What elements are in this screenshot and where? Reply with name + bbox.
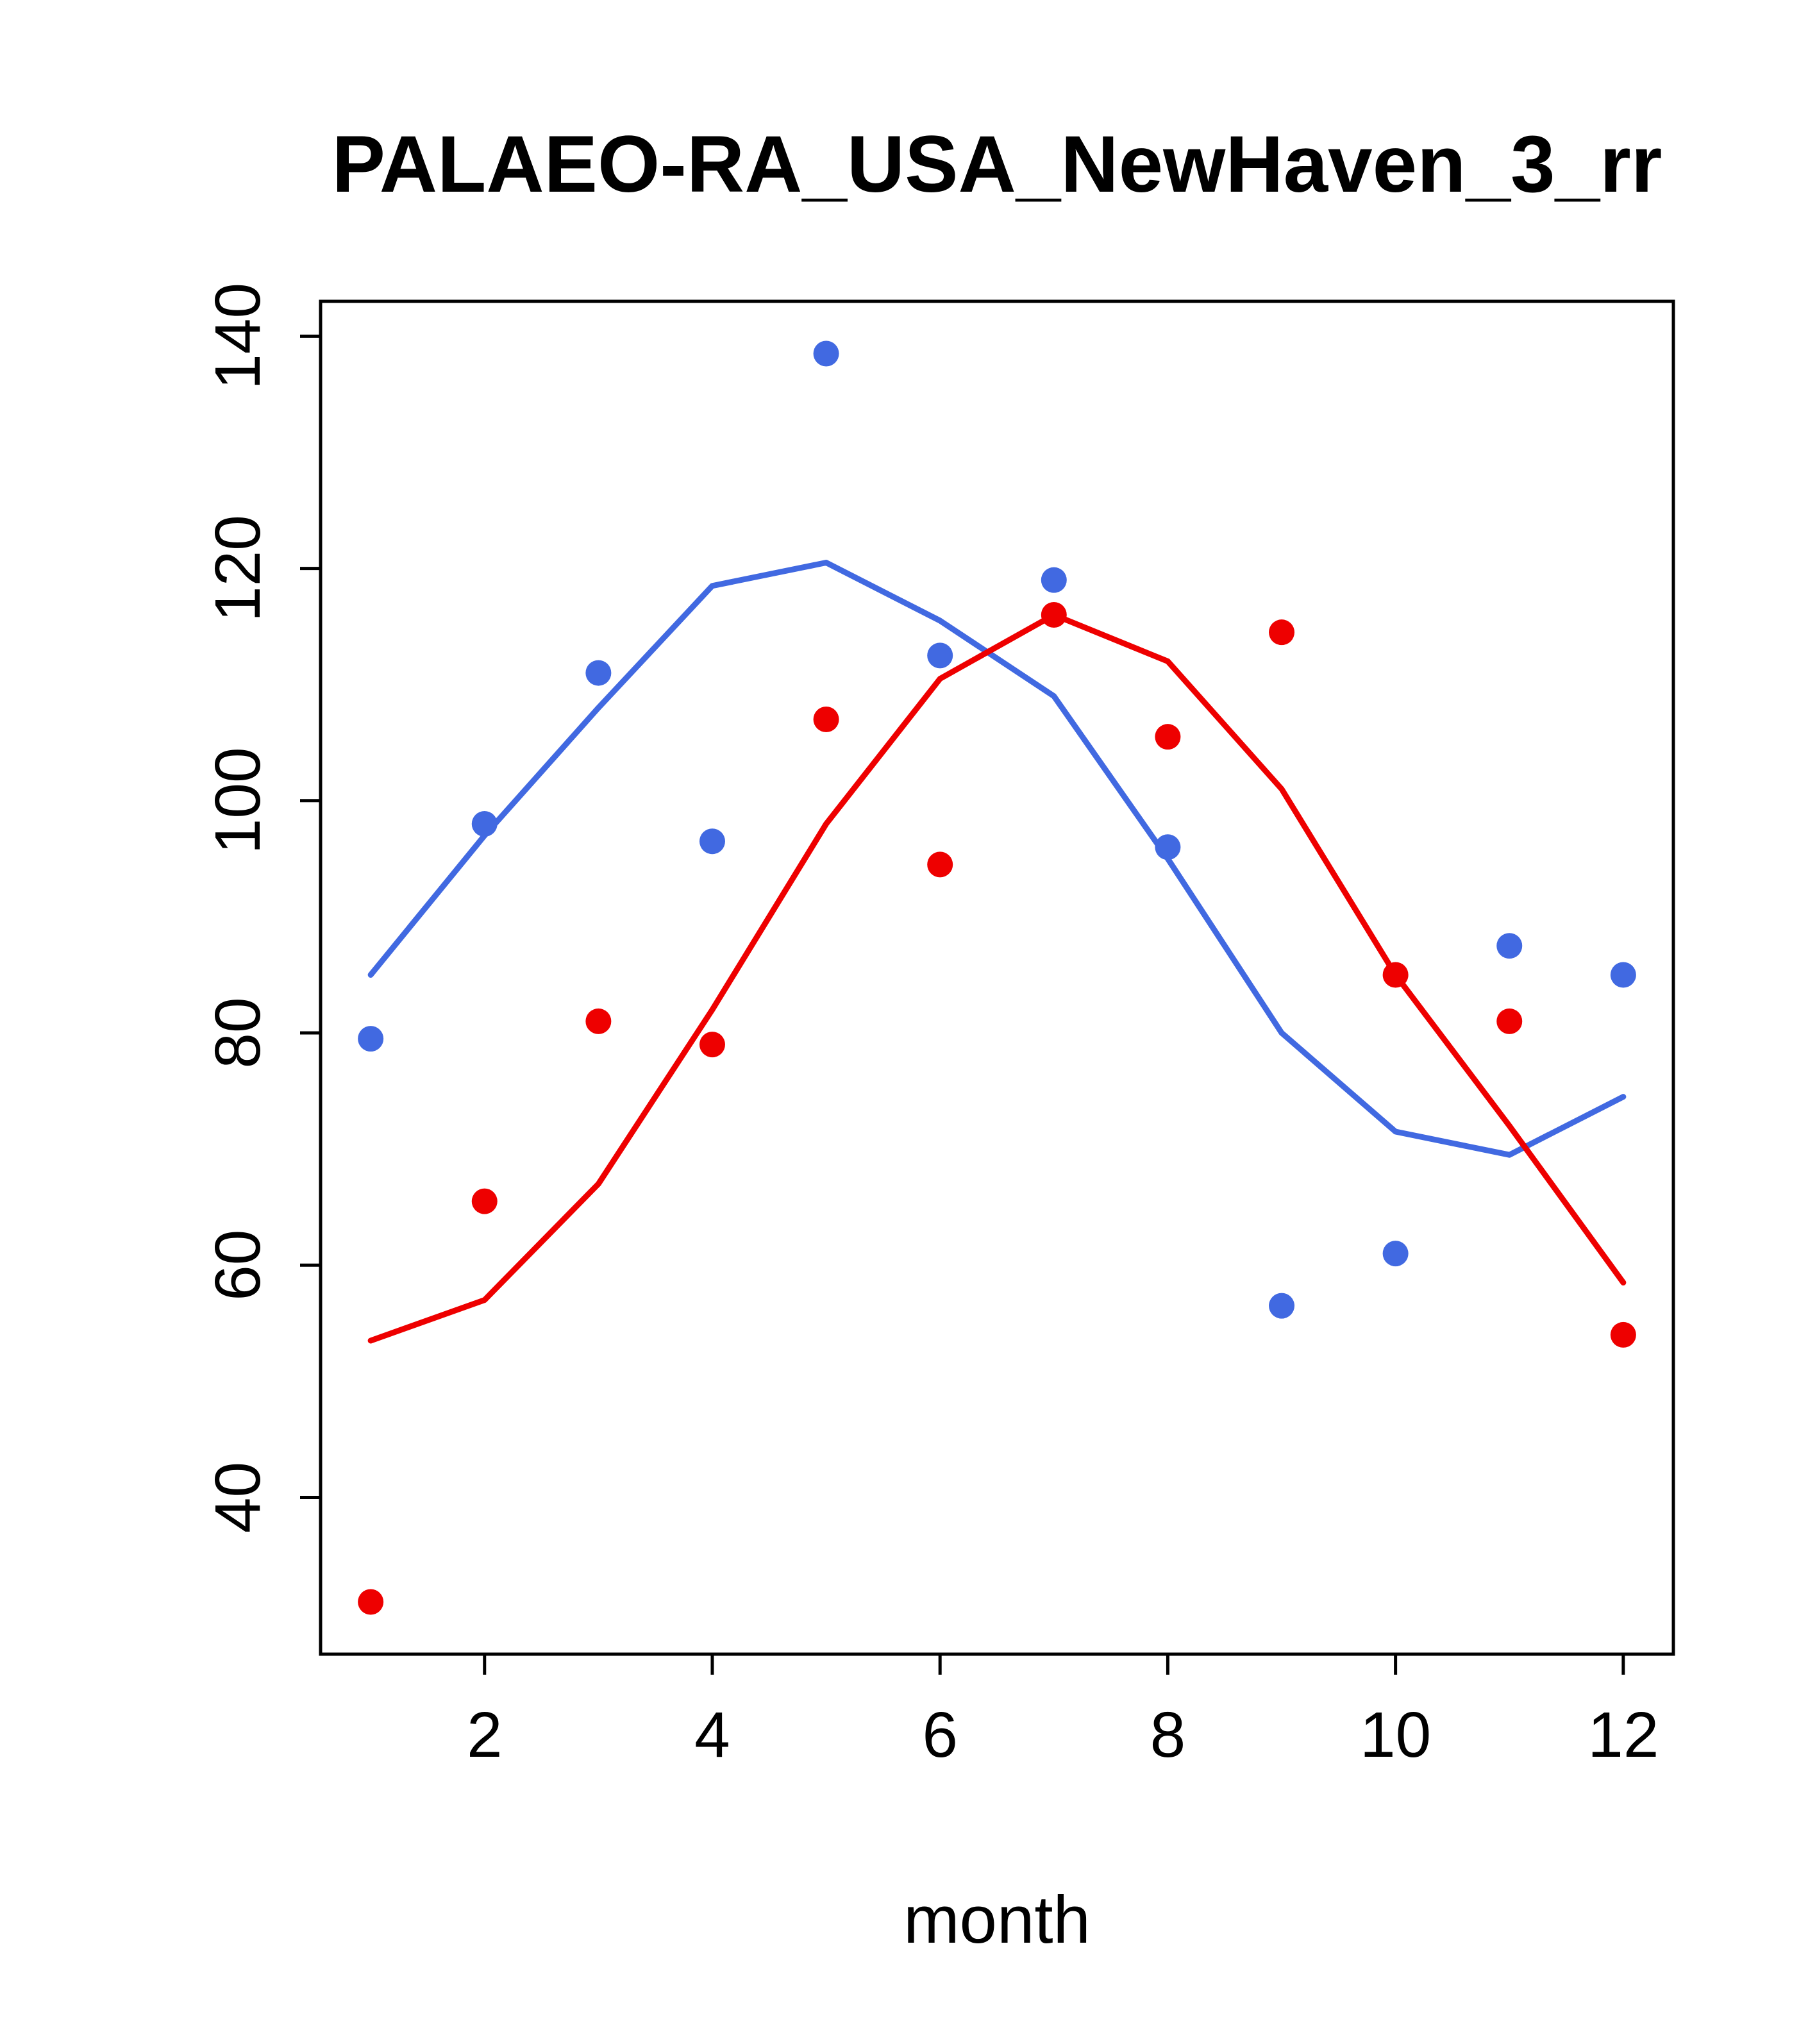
x-tick-label: 10: [1360, 1699, 1431, 1771]
y-tick-label: 100: [202, 747, 274, 854]
x-tick-label: 4: [694, 1699, 730, 1771]
series1-point: [1610, 962, 1636, 988]
series1-point: [813, 340, 839, 367]
plot-box: [319, 299, 1675, 1656]
series2-point: [1155, 724, 1181, 750]
y-tick-label: 140: [202, 283, 274, 390]
series2-point: [358, 1589, 384, 1615]
series2-line: [367, 612, 1627, 1344]
series2-point: [813, 707, 839, 733]
series1-point: [1041, 567, 1067, 593]
y-tick-label: 120: [202, 515, 274, 622]
series2-point: [471, 1188, 498, 1214]
series1-point: [471, 811, 498, 837]
series2-point: [1269, 619, 1295, 646]
x-axis-title: month: [903, 1882, 1091, 1957]
series1-point: [699, 828, 725, 855]
series1-point: [1269, 1293, 1295, 1319]
series2-point: [1496, 1008, 1523, 1034]
series1-line: [367, 560, 1627, 1158]
x-tick-label: 6: [922, 1699, 958, 1771]
series2-point: [1610, 1321, 1636, 1348]
y-tick-label: 60: [202, 1230, 274, 1301]
series1-point: [1496, 933, 1523, 959]
series2-point: [585, 1008, 612, 1034]
series2-point: [1382, 962, 1409, 988]
x-tick-label: 2: [467, 1699, 503, 1771]
y-tick-label: 40: [202, 1462, 274, 1533]
y-tick-label: 80: [202, 997, 274, 1068]
series2-point: [927, 851, 953, 878]
series1-point: [1155, 834, 1181, 860]
series2-point: [699, 1032, 725, 1058]
series1-point: [927, 642, 953, 669]
x-tick-label: 8: [1150, 1699, 1186, 1771]
x-tick-label: 12: [1587, 1699, 1659, 1771]
series1-point: [1382, 1241, 1409, 1267]
series2-point: [1041, 602, 1067, 628]
chart-title: PALAEO-RA_USA_NewHaven_3_rr: [331, 120, 1662, 209]
series1-point: [358, 1026, 384, 1052]
series1-point: [585, 660, 612, 686]
